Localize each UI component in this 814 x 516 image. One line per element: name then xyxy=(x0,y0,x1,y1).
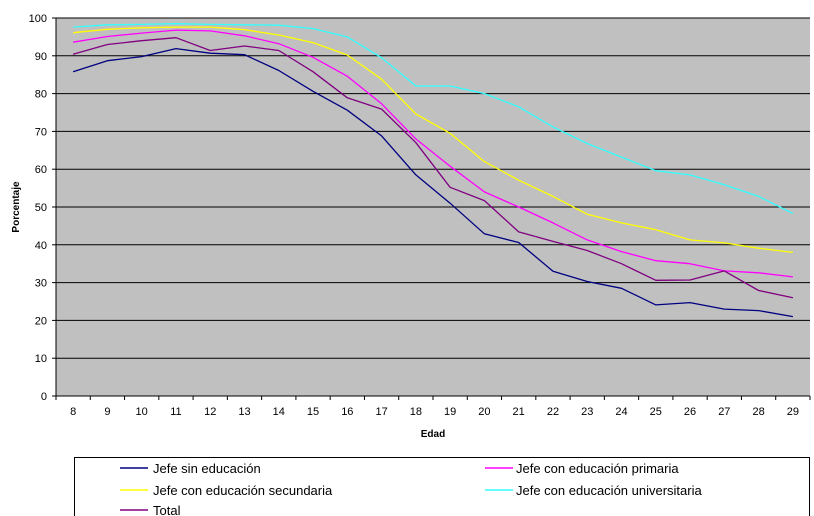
x-tick-label: 21 xyxy=(513,406,525,418)
y-axis-title: Porcentaje xyxy=(11,181,22,233)
x-tick-label: 27 xyxy=(718,406,730,418)
series-line-2 xyxy=(73,26,793,254)
gridlines xyxy=(56,17,810,359)
series-line-0 xyxy=(72,47,794,318)
legend-label-2: Jefe con educación secundaria xyxy=(153,483,333,498)
x-tick-label: 9 xyxy=(104,406,110,418)
x-tick-label: 17 xyxy=(375,406,387,418)
x-tick-label: 22 xyxy=(547,406,559,418)
legend-box xyxy=(74,457,810,516)
legend-label-0: Jefe sin educación xyxy=(153,461,261,476)
x-tick-label: 28 xyxy=(752,406,764,418)
series-line-3 xyxy=(73,23,794,214)
x-tick-label: 25 xyxy=(650,406,662,418)
x-tick-label: 14 xyxy=(273,406,285,418)
x-tick-label: 23 xyxy=(581,406,593,418)
x-tick-label: 24 xyxy=(615,406,627,418)
x-tick-label: 12 xyxy=(204,406,216,418)
x-tick-label: 26 xyxy=(684,406,696,418)
x-tick-label: 15 xyxy=(307,406,319,418)
legend-label-3: Jefe con educación universitaria xyxy=(516,483,702,498)
y-tick-label: 100 xyxy=(29,13,47,25)
x-tick-label: 18 xyxy=(410,406,422,418)
y-tick-label: 80 xyxy=(35,89,47,101)
y-tick-label: 90 xyxy=(35,51,47,63)
x-tick-label: 19 xyxy=(444,406,456,418)
y-tick-label: 40 xyxy=(35,240,47,252)
x-tick-label: 11 xyxy=(170,406,181,418)
legend: Jefe sin educación Jefe con educación pr… xyxy=(74,457,810,516)
y-tick-label: 10 xyxy=(35,353,47,365)
x-axis-title: Edad xyxy=(421,429,445,440)
y-tick-label: 50 xyxy=(35,202,47,214)
x-tick-label: 8 xyxy=(70,406,76,418)
series-line-1 xyxy=(72,29,793,278)
y-tick-label: 70 xyxy=(35,126,47,138)
y-tick-labels: 0 10 20 30 40 50 60 70 80 90 100 xyxy=(29,13,56,403)
x-tick-label: 13 xyxy=(238,406,250,418)
x-tick-label: 20 xyxy=(478,406,490,418)
legend-label-1: Jefe con educación primaria xyxy=(516,461,679,476)
x-tick-label: 16 xyxy=(341,406,353,418)
x-tick-label: 10 xyxy=(136,406,148,418)
y-tick-label: 20 xyxy=(35,315,47,327)
legend-label-4: Total xyxy=(153,503,181,516)
x-tick-labels: 8 9 10 11 12 13 14 15 16 17 18 19 20 21 22 23 24 25 26 27 28… xyxy=(55,396,811,418)
series-layer xyxy=(72,23,794,318)
y-tick-label: 60 xyxy=(35,164,47,176)
y-tick-label: 0 xyxy=(41,391,47,403)
y-tick-label: 30 xyxy=(35,278,47,290)
series-line-4 xyxy=(72,37,794,299)
x-tick-label: 29 xyxy=(787,406,799,418)
